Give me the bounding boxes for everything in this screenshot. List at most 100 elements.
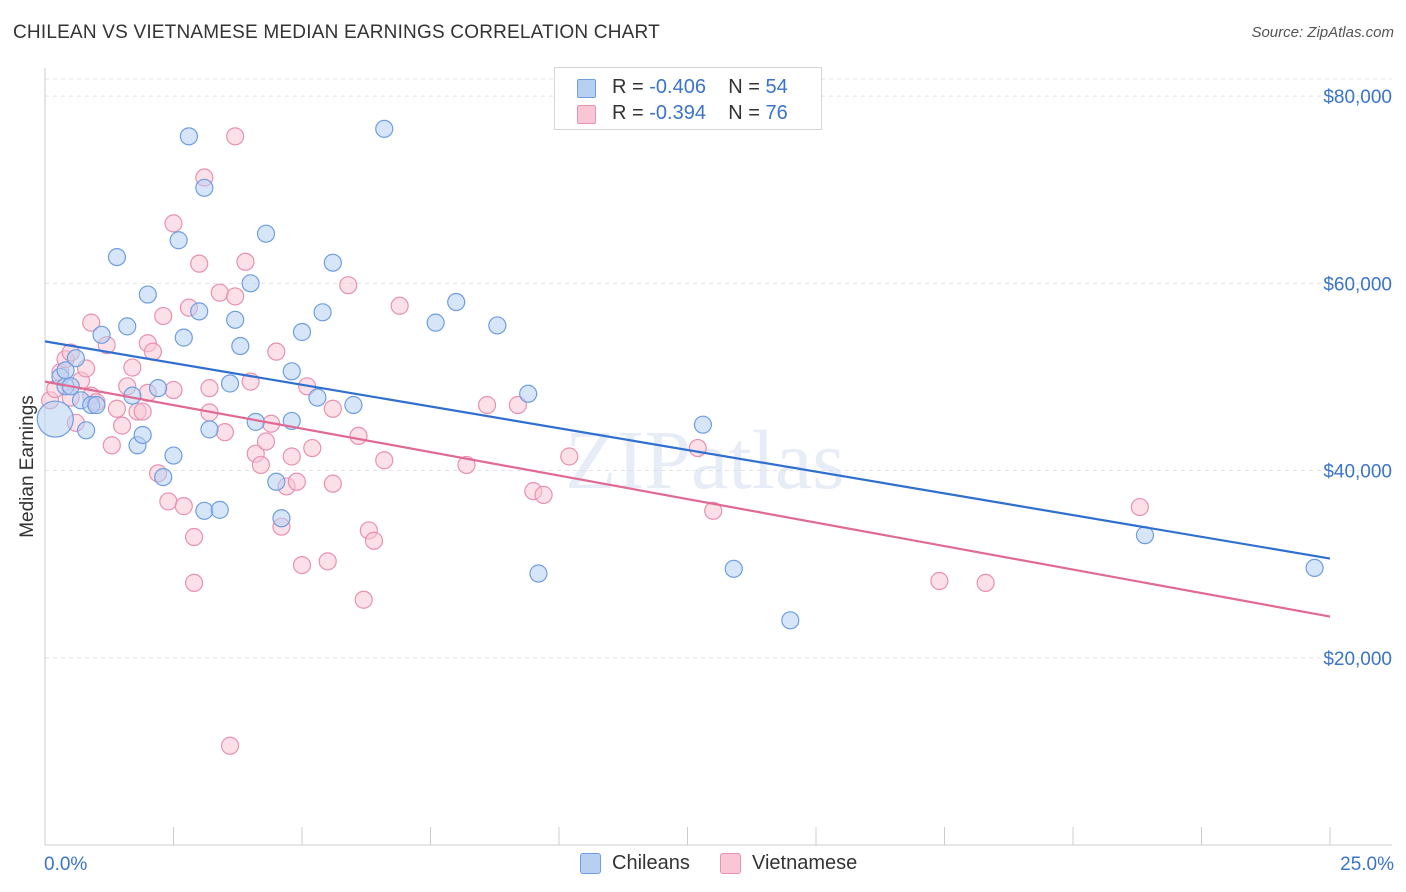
chilean-point [1305, 558, 1324, 578]
source-label: Source: ZipAtlas.com [1251, 24, 1394, 41]
vietnamese-point [82, 313, 101, 332]
series-vietnamese [41, 127, 1149, 755]
chilean-point [693, 415, 713, 434]
vietnamese-point [220, 736, 240, 755]
vietnamese-point [226, 287, 245, 306]
chilean-point [190, 302, 209, 321]
r-value: -0.406 [649, 76, 706, 98]
chilean-point [323, 253, 342, 272]
chilean-point [164, 446, 183, 465]
vietnamese-point [560, 447, 579, 466]
chilean-point [179, 127, 199, 146]
chilean-point [92, 325, 111, 344]
y-tick-label: $60,000 [1323, 274, 1392, 295]
chilean-point [36, 400, 74, 438]
chilean-point [272, 509, 291, 528]
vietnamese-point [190, 254, 209, 273]
chilean-point [231, 336, 250, 356]
chilean-point [308, 388, 327, 407]
vietnamese-point [349, 426, 368, 446]
chilean-point [148, 379, 168, 398]
vietnamese-point [1130, 497, 1149, 517]
chilean-point [529, 564, 548, 583]
vietnamese-point [200, 379, 219, 398]
y-tick-label: $20,000 [1323, 649, 1392, 670]
vietnamese-point [256, 432, 276, 451]
vietnamese-point [236, 252, 255, 271]
vietnamese-point [339, 276, 358, 295]
vietnamese-point [303, 438, 322, 458]
vietnamese-point [375, 451, 394, 470]
legend-label-vietnamese: Vietnamese [752, 852, 858, 874]
vietnamese-point [688, 438, 707, 458]
n-label: N = [728, 76, 760, 98]
n-value: 54 [765, 76, 788, 98]
r-label: R = [612, 76, 644, 98]
chilean-point [375, 119, 394, 138]
trend-line-vietnamese [44, 380, 1331, 618]
vietnamese-point [534, 485, 553, 504]
vietnamese-point [154, 306, 173, 326]
vietnamese-point [159, 492, 178, 511]
chart-title: CHILEAN VS VIETNAMESE MEDIAN EARNINGS CO… [13, 22, 660, 43]
chilean-point [220, 374, 240, 393]
chilean-point [77, 421, 96, 440]
chilean-point [87, 395, 106, 415]
vietnamese-point [215, 423, 234, 442]
chileans-swatch [580, 853, 601, 874]
vietnamese-point [184, 527, 204, 547]
vietnamese-point [287, 472, 306, 491]
r-value: -0.394 [649, 102, 706, 124]
vietnamese-point [164, 380, 183, 400]
axis-labels: $20,000 $40,000 $60,000 $80,000 0.0% 25.0% Med… [17, 87, 1394, 875]
vietnamese-point [107, 399, 127, 418]
vietnamese-point [292, 555, 312, 575]
vietnamese-point [184, 573, 204, 592]
chilean-point [292, 322, 312, 342]
vietnamese-point [282, 447, 301, 466]
grid-lines [45, 78, 1392, 659]
vietnamese-point [704, 501, 723, 520]
vietnamese-point [174, 497, 193, 516]
vietnamese-point [976, 573, 995, 592]
chilean-point [138, 285, 157, 304]
chilean-point [226, 310, 245, 329]
vietnamese-point [267, 342, 286, 361]
series-legend: Chileans Vietnamese [0, 852, 1406, 878]
chilean-point [267, 472, 286, 491]
chileans-swatch [577, 79, 596, 98]
chilean-point [107, 248, 127, 267]
chilean-point [313, 303, 332, 322]
vietnamese-point [164, 214, 183, 233]
chilean-point [426, 313, 445, 332]
chilean-point [344, 395, 363, 415]
vietnamese-point [354, 590, 373, 609]
vietnamese-point [323, 474, 342, 493]
vietnamese-point [323, 399, 342, 418]
chilean-point [56, 361, 75, 380]
vietnamese-point [477, 395, 497, 415]
r-label: R = [612, 102, 644, 124]
chilean-point [169, 231, 188, 250]
vietnamese-point [133, 402, 152, 421]
chilean-point [488, 316, 507, 335]
vietnamese-point [210, 283, 229, 302]
vietnamese-point [364, 531, 384, 550]
chilean-point [210, 500, 229, 519]
vietnamese-point [390, 296, 409, 315]
chilean-point [195, 178, 214, 197]
y-tick-label: $80,000 [1323, 87, 1392, 108]
x-tick-label: 0.0% [44, 854, 87, 875]
n-label: N = [728, 102, 760, 124]
chilean-point [118, 317, 137, 336]
axes [44, 68, 1392, 846]
chilean-point [200, 420, 219, 439]
chilean-point [133, 425, 152, 445]
chilean-point [241, 274, 260, 293]
chilean-point [447, 292, 466, 312]
vietnamese-point [226, 127, 245, 146]
vietnamese-point [112, 416, 132, 435]
chilean-point [256, 224, 276, 243]
chilean-point [519, 384, 538, 403]
y-tick-label: $40,000 [1323, 462, 1392, 483]
